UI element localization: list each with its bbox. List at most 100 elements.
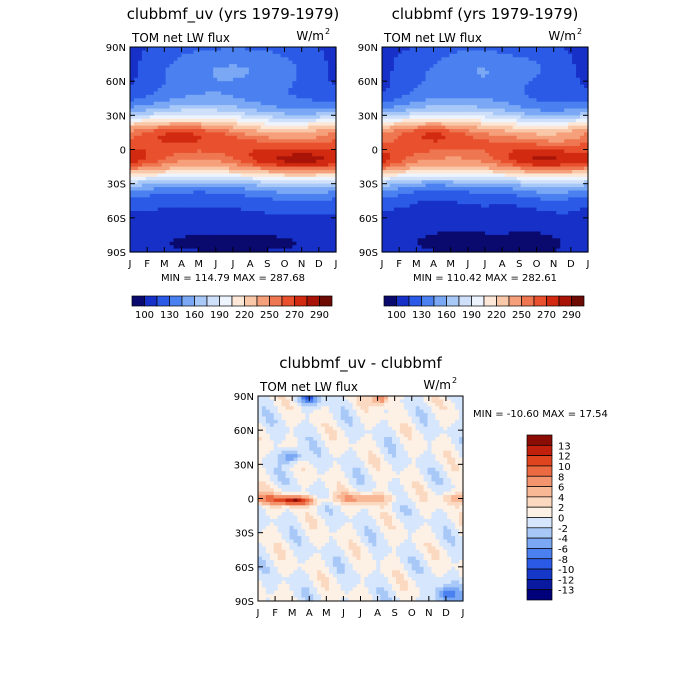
contour-cell bbox=[485, 135, 490, 140]
contour-cell bbox=[209, 94, 214, 99]
colorbar-label: 250 bbox=[260, 310, 279, 321]
contour-cell bbox=[133, 94, 139, 99]
contour-cell bbox=[296, 98, 301, 103]
contour-cell bbox=[465, 204, 470, 209]
contour-cell bbox=[413, 156, 419, 161]
contour-cell bbox=[213, 105, 218, 110]
contour-cell bbox=[485, 187, 490, 192]
contour-cell bbox=[308, 74, 313, 79]
contour-cell bbox=[201, 166, 206, 171]
contour-cell bbox=[413, 166, 419, 171]
contour-cell bbox=[173, 88, 179, 93]
contour-cell bbox=[133, 60, 139, 65]
contour-cell bbox=[280, 156, 286, 161]
contour-cell bbox=[260, 108, 266, 113]
contour-cell bbox=[225, 67, 230, 72]
contour-cell bbox=[260, 132, 266, 137]
contour-cell bbox=[169, 231, 175, 236]
contour-cell bbox=[389, 159, 395, 164]
contour-cell bbox=[205, 217, 210, 222]
contour-cell bbox=[276, 166, 282, 171]
contour-cell bbox=[461, 245, 466, 250]
contour-cell bbox=[492, 152, 498, 157]
contour-cell bbox=[173, 84, 179, 89]
contour-cell bbox=[465, 224, 470, 229]
contour-cell bbox=[193, 67, 198, 72]
contour-cell bbox=[201, 241, 206, 246]
contour-cell bbox=[252, 64, 258, 69]
contour-cell bbox=[473, 135, 478, 140]
contour-cell bbox=[252, 176, 258, 181]
contour-cell bbox=[145, 50, 151, 55]
contour-cell bbox=[485, 98, 490, 103]
contour-cell bbox=[492, 190, 498, 195]
contour-cell bbox=[382, 211, 387, 216]
contour-cell bbox=[316, 70, 321, 75]
contour-cell bbox=[225, 197, 230, 202]
contour-cell bbox=[296, 224, 301, 229]
contour-cell bbox=[133, 197, 139, 202]
contour-cell bbox=[324, 142, 329, 147]
contour-cell bbox=[292, 200, 297, 205]
contour-cell bbox=[153, 238, 159, 243]
contour-cell bbox=[268, 176, 274, 181]
contour-cell bbox=[421, 241, 427, 246]
contour-cell bbox=[409, 211, 415, 216]
contour-cell bbox=[137, 159, 143, 164]
contour-cell bbox=[324, 84, 329, 89]
contour-cell bbox=[268, 88, 274, 93]
contour-cell bbox=[145, 135, 151, 140]
contour-cell bbox=[324, 129, 329, 134]
contour-cell bbox=[473, 139, 478, 144]
contour-cell bbox=[173, 118, 179, 123]
contour-cell bbox=[382, 197, 387, 202]
contour-cell bbox=[397, 98, 403, 103]
contour-cell bbox=[304, 166, 309, 171]
contour-cell bbox=[433, 238, 439, 243]
contour-cell bbox=[292, 88, 297, 93]
contour-cell bbox=[244, 101, 250, 106]
contour-cell bbox=[137, 91, 143, 96]
contour-cell bbox=[425, 221, 431, 226]
contour-cell bbox=[405, 166, 411, 171]
contour-cell bbox=[308, 135, 313, 140]
contour-cell bbox=[481, 47, 486, 52]
contour-cell bbox=[272, 50, 278, 55]
contour-cell bbox=[272, 105, 278, 110]
contour-cell bbox=[268, 149, 274, 154]
contour-cell bbox=[233, 176, 238, 181]
contour-cell bbox=[240, 70, 246, 75]
contour-cell bbox=[213, 183, 218, 188]
contour-cell bbox=[488, 132, 494, 137]
contour-cell bbox=[288, 207, 294, 212]
contour-cell bbox=[264, 234, 270, 239]
contour-cell bbox=[300, 129, 305, 134]
contour-cell bbox=[461, 84, 466, 89]
contour-cell bbox=[473, 180, 478, 185]
contour-cell bbox=[130, 94, 135, 99]
contour-cell bbox=[320, 98, 325, 103]
contour-cell bbox=[292, 170, 297, 175]
contour-cell bbox=[409, 231, 415, 236]
contour-cell bbox=[461, 211, 466, 216]
contour-cell bbox=[272, 238, 278, 243]
contour-cell bbox=[453, 190, 458, 195]
contour-cell bbox=[177, 77, 183, 82]
contour-cell bbox=[233, 231, 238, 236]
contour-cell bbox=[441, 81, 446, 86]
contour-cell bbox=[240, 105, 246, 110]
contour-cell bbox=[300, 166, 305, 171]
contour-cell bbox=[308, 180, 313, 185]
contour-cell bbox=[272, 64, 278, 69]
contour-cell bbox=[465, 77, 470, 82]
contour-cell bbox=[441, 50, 446, 55]
contour-cell bbox=[153, 94, 159, 99]
contour-cell bbox=[477, 152, 482, 157]
contour-cell bbox=[133, 183, 139, 188]
contour-cell bbox=[197, 142, 202, 147]
contour-cell bbox=[324, 98, 329, 103]
contour-cell bbox=[280, 84, 286, 89]
contour-cell bbox=[437, 241, 443, 246]
contour-cell bbox=[169, 187, 175, 192]
contour-cell bbox=[492, 129, 498, 134]
